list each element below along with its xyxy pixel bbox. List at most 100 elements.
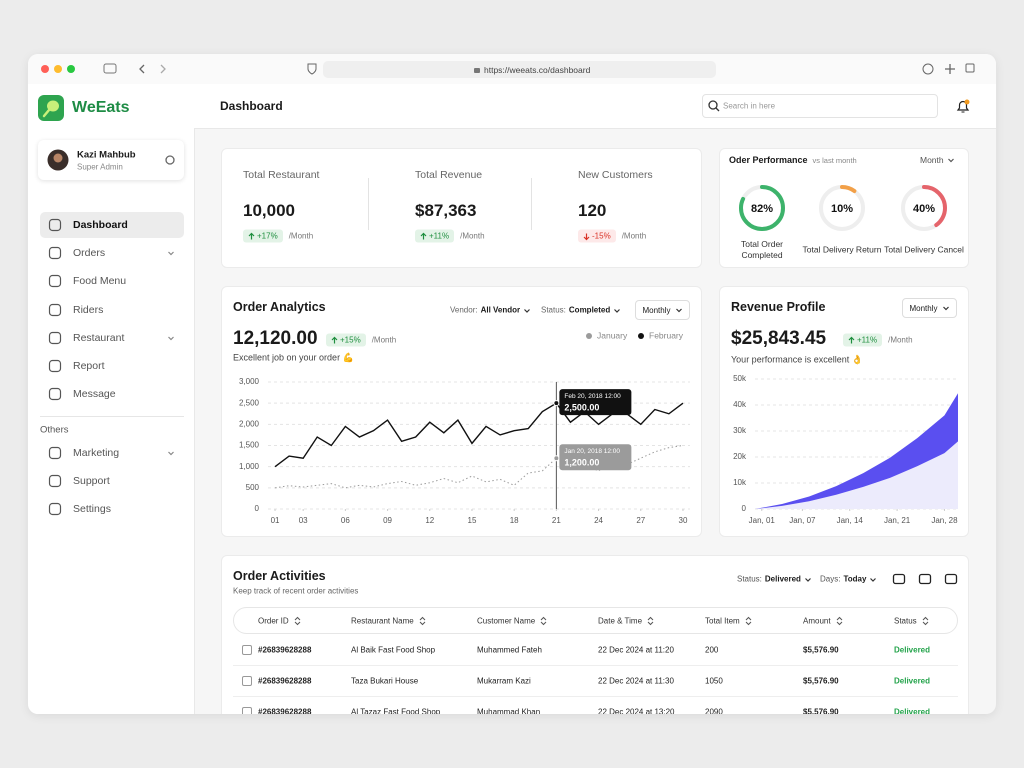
column-header[interactable]: Order ID — [258, 617, 301, 626]
nav-item[interactable]: Report — [73, 360, 105, 372]
sort-icon — [294, 616, 301, 626]
nav-item[interactable]: Dashboard — [73, 219, 128, 231]
logo[interactable] — [38, 95, 64, 121]
chevron-path — [675, 308, 682, 313]
icon-shape — [892, 573, 906, 585]
forward[interactable] — [160, 64, 166, 74]
chevron — [675, 308, 682, 313]
row-checkbox[interactable] — [242, 676, 252, 686]
table-cell: Muhammed Fateh — [477, 645, 542, 655]
icon-shape — [48, 359, 62, 373]
table-cell: Al Tazaz Fast Food Shop — [351, 707, 441, 715]
table-cell: Delivered — [894, 707, 931, 715]
browser-window: https://weeats.co/dashboard WeEats Kazi … — [28, 54, 996, 714]
filter-value: Today — [843, 574, 867, 584]
close-dot[interactable] — [41, 65, 49, 73]
sort-icon — [540, 616, 547, 626]
nav-icon — [48, 331, 62, 344]
nav-item[interactable]: Marketing — [73, 447, 120, 459]
chart-headline: $25,843.45 — [731, 328, 827, 349]
back[interactable] — [139, 64, 145, 74]
filter-text: Month — [920, 155, 944, 165]
trend-arrow — [420, 232, 427, 239]
table-filter[interactable]: Status: Delivered — [737, 575, 812, 584]
row-checkbox[interactable] — [242, 707, 252, 714]
nav-item[interactable]: Message — [73, 388, 116, 401]
minimize-dot[interactable] — [54, 65, 62, 73]
export-icon[interactable] — [944, 572, 958, 586]
table-title: Order Activities — [233, 569, 326, 583]
chevron — [524, 308, 531, 313]
filter-label: Status: — [737, 574, 762, 584]
chevron-path — [168, 336, 174, 341]
chevron — [942, 306, 949, 311]
column-header[interactable]: Date & Time — [598, 617, 654, 626]
column-header[interactable]: Restaurant Name — [351, 617, 426, 626]
active-nav-bg — [40, 212, 184, 238]
arrow-path — [331, 336, 338, 343]
table-cell: 22 Dec 2024 at 13:20 — [598, 707, 675, 715]
select-text: Monthly — [642, 305, 671, 315]
table-cell: $5,576.90 — [803, 707, 839, 715]
period-select[interactable]: Monthly — [902, 298, 957, 318]
column-header[interactable]: Status — [894, 617, 929, 626]
table-cell: 22 Dec 2024 at 11:30 — [598, 676, 674, 686]
change-value: +17% — [257, 231, 278, 241]
divider — [531, 178, 532, 230]
chart-filter[interactable]: Status: Completed — [541, 306, 621, 315]
table-cell: 200 — [705, 645, 719, 655]
notification-bell[interactable] — [955, 98, 971, 114]
chart-icon[interactable] — [918, 572, 932, 586]
table-cell: #26839628288 — [258, 676, 312, 686]
column-header[interactable]: Amount — [803, 617, 843, 626]
change-badge: +15% — [326, 333, 366, 347]
row-divider — [233, 696, 958, 697]
search-box[interactable] — [702, 94, 938, 118]
column-header[interactable]: Customer Name — [477, 617, 547, 626]
row-checkbox[interactable] — [242, 645, 252, 655]
print-icon[interactable] — [892, 572, 906, 586]
chart-filter[interactable]: Vendor: All Vendor — [450, 306, 531, 315]
change-group: +11% /Month — [843, 333, 913, 347]
table-cell: #26839628288 — [258, 645, 312, 655]
nav-item[interactable]: Riders — [73, 303, 104, 316]
zoom-dot[interactable] — [67, 65, 75, 73]
table-cell: 2090 — [705, 707, 723, 715]
sort-path — [294, 616, 301, 626]
period-select[interactable]: Monthly — [635, 300, 690, 320]
chevron-path — [614, 308, 621, 313]
change-period: /Month — [288, 231, 314, 241]
url-bar[interactable] — [323, 61, 716, 78]
table-cell: Mukarram Kazi — [477, 676, 531, 686]
sidebar-toggle[interactable] — [103, 63, 117, 74]
sort-icon — [836, 616, 842, 626]
icon-shape — [48, 388, 62, 401]
chevron — [870, 577, 877, 582]
sort-path — [647, 616, 654, 626]
trend-arrow — [583, 233, 590, 240]
change-period: /Month — [621, 231, 647, 241]
nav-item[interactable]: Orders — [73, 247, 106, 260]
change-badge: +17% — [243, 229, 283, 243]
brand: WeEats — [72, 99, 130, 116]
table-cell: #26839628288 — [258, 707, 312, 715]
change-period: /Month — [460, 231, 485, 241]
chevron — [614, 308, 621, 313]
download[interactable] — [922, 63, 934, 75]
table-cell: Taza Bukari House — [351, 676, 419, 686]
table-cell: Muhammad Khan — [477, 707, 541, 715]
tabs[interactable] — [965, 63, 975, 73]
table-subtitle: Keep track of recent order activities — [233, 586, 359, 596]
icon-shape — [48, 502, 62, 516]
table-filter[interactable]: Days: Today — [820, 575, 877, 584]
ring-name: Total Delivery Return — [802, 244, 882, 255]
nav-item[interactable]: Support — [73, 475, 110, 487]
nav-item[interactable]: Settings — [73, 503, 111, 515]
new-tab[interactable] — [945, 64, 955, 74]
performance-filter[interactable]: Month — [920, 155, 955, 165]
icon-shape — [48, 446, 62, 460]
nav-item[interactable]: Restaurant — [73, 331, 125, 344]
nav-item[interactable]: Food Menu — [73, 275, 127, 288]
column-header[interactable]: Total Item — [705, 617, 752, 626]
